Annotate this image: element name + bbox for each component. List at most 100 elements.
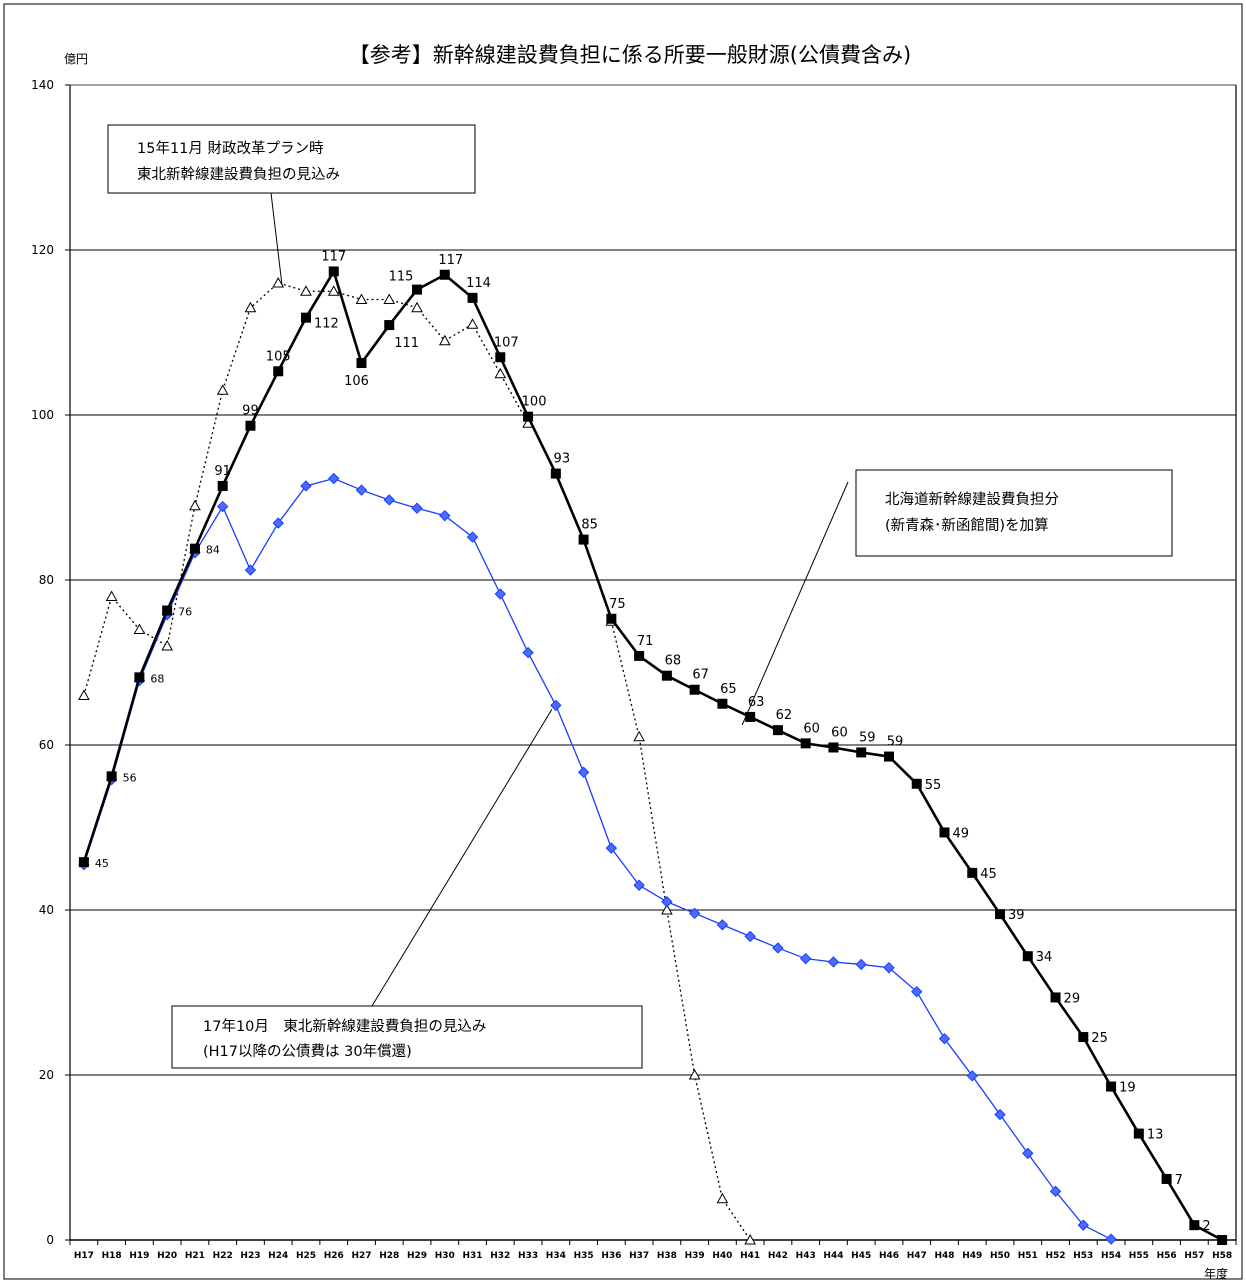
data-label: 65: [720, 682, 737, 697]
series-with-hokkaido-point: [162, 605, 173, 616]
x-tick-label: H35: [574, 1251, 594, 1261]
series-forecast-2005-point: [799, 952, 812, 965]
series-forecast-2005-point: [272, 517, 284, 529]
data-label: 56: [123, 771, 137, 784]
series-with-hokkaido-point: [328, 266, 339, 277]
data-label: 85: [581, 518, 598, 533]
series-forecast-2005-point: [1105, 1233, 1117, 1245]
callout-forecast-2005: 17年10月 東北新幹線建設費負担の見込み (H17以降の公債費は 30年償還): [171, 1005, 643, 1069]
y-tick-label: 40: [39, 903, 54, 917]
series-plan-2003-point: [744, 1233, 757, 1245]
data-label: 68: [150, 672, 164, 685]
x-tick-label: H20: [157, 1251, 177, 1261]
series-forecast-2005-point: [411, 502, 423, 514]
series-with-hokkaido-point: [495, 352, 506, 363]
x-tick-label: H52: [1046, 1251, 1066, 1261]
data-label: 49: [953, 826, 970, 841]
data-label: 99: [242, 404, 259, 419]
series-with-hokkaido-point: [217, 480, 228, 491]
series-plan-2003-point: [300, 285, 312, 296]
x-tick-label: H41: [740, 1251, 760, 1261]
series-with-hokkaido-point: [578, 534, 589, 545]
data-label: 63: [748, 695, 765, 710]
callout-plan-2003: 15年11月 財政改革プラン時 東北新幹線建設費負担の見込み: [107, 124, 476, 194]
series-forecast-2005-point: [355, 484, 368, 496]
callout-hokkaido-leader: [741, 481, 849, 726]
series-with-hokkaido-point: [967, 867, 978, 878]
x-tick-label: H56: [1157, 1251, 1177, 1261]
series-forecast-2005-point: [688, 907, 701, 920]
y-tick-label: 20: [39, 1068, 54, 1082]
x-tick-label: H40: [712, 1251, 732, 1261]
series-plan-2003-point: [327, 285, 340, 296]
series-forecast-2005-point: [994, 1108, 1006, 1121]
series-forecast-2005-point: [938, 1032, 951, 1045]
x-tick-label: H48: [934, 1251, 954, 1261]
series-forecast-2005-point: [494, 588, 507, 600]
series-with-hokkaido-point: [106, 771, 117, 782]
data-label: 45: [980, 867, 997, 882]
series-with-hokkaido-point: [523, 411, 534, 422]
series-plan-2003: [78, 276, 757, 1245]
series-forecast-2005-point: [439, 509, 451, 522]
callout-forecast-2005-box: [171, 1005, 643, 1069]
series-forecast-2005-point: [328, 472, 340, 485]
series-with-hokkaido-point: [634, 650, 645, 661]
series-with-hokkaido-point: [1050, 992, 1061, 1003]
x-tick-label: H47: [907, 1251, 927, 1261]
callout-forecast-2005-leader: [371, 709, 553, 1007]
series-with-hokkaido-point: [439, 269, 450, 280]
data-label: 91: [214, 464, 231, 479]
callout-leader-lines: [270, 192, 849, 1007]
series-with-hokkaido-point: [1161, 1173, 1172, 1184]
data-label: 68: [665, 654, 682, 669]
series-plan-2003-line: [83, 282, 529, 696]
y-tick-label: 120: [31, 243, 54, 257]
series-with-hokkaido-point: [550, 468, 561, 479]
x-tick-label: H49: [962, 1251, 982, 1261]
callout-hokkaido-box: [855, 469, 1173, 557]
x-tick-label: H43: [796, 1251, 816, 1261]
series-with-hokkaido-point: [606, 613, 617, 624]
x-tick-label: H51: [1018, 1251, 1038, 1261]
series-with-hokkaido-point: [467, 292, 478, 303]
x-tick-label: H46: [879, 1251, 899, 1261]
data-label: 45: [95, 857, 109, 870]
data-label: 29: [1064, 991, 1081, 1006]
series-forecast-2005-point: [966, 1070, 978, 1082]
x-tick-label: H30: [435, 1251, 455, 1261]
series-plan-2003-point: [244, 301, 257, 313]
series-forecast-2005-point: [744, 930, 756, 943]
x-tick-label: H53: [1073, 1251, 1093, 1261]
series-forecast-2005-point: [661, 896, 673, 908]
callout-plan-2003-line2: 東北新幹線建設費負担の見込み: [137, 165, 340, 183]
data-label: 93: [554, 452, 571, 467]
x-tick-label: H45: [851, 1251, 871, 1261]
x-tick-label: H21: [185, 1251, 205, 1261]
x-tick-label: H39: [685, 1251, 705, 1261]
series-with-hokkaido-point: [1217, 1235, 1228, 1245]
x-tick-label: H23: [240, 1251, 260, 1261]
page-border: [3, 3, 1243, 1280]
series-plan-2003-point: [272, 276, 285, 288]
data-label: 34: [1036, 950, 1053, 965]
series-with-hokkaido-point: [995, 909, 1006, 920]
data-label: 59: [887, 735, 904, 750]
series-with-hokkaido-point: [689, 684, 700, 695]
chart-title: 【参考】新幹線建設費負担に係る所要一般財源(公債費含み): [349, 43, 911, 67]
series-plan-2003-point: [161, 639, 174, 651]
series-forecast-2005-point: [216, 500, 229, 513]
series-forecast-2005-point: [883, 962, 895, 974]
axes: [65, 84, 1237, 1245]
series-plan-2003-point: [355, 293, 368, 304]
x-tick-label: H42: [768, 1251, 788, 1261]
data-label: 62: [776, 708, 793, 723]
x-tick-label: H28: [379, 1251, 399, 1261]
data-label: 67: [692, 668, 709, 683]
series-with-hokkaido-point: [1189, 1220, 1200, 1231]
data-label: 25: [1091, 1031, 1108, 1046]
series-with-hokkaido-point: [661, 670, 672, 681]
series-with-hokkaido-point: [883, 751, 894, 762]
series-forecast-2005-point: [716, 919, 729, 931]
